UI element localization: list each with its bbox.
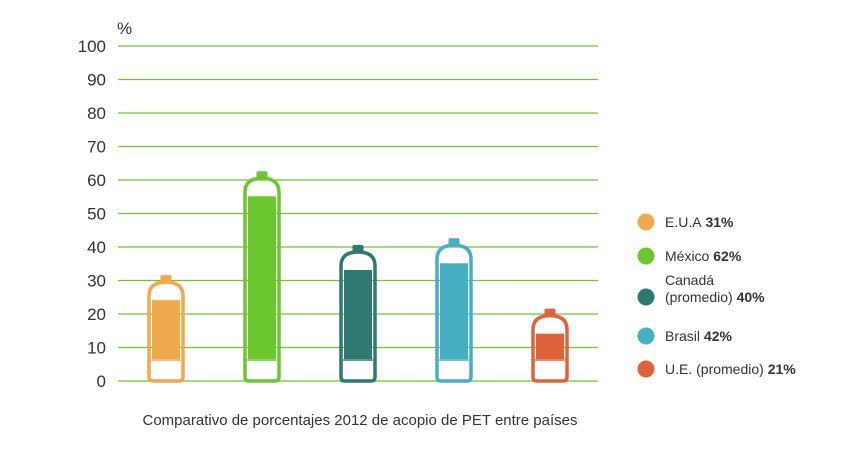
legend-label: Canadá bbox=[665, 272, 714, 288]
pet-bottle-icon bbox=[339, 245, 377, 383]
pet-bottle-icon bbox=[243, 171, 281, 383]
legend-swatch bbox=[637, 288, 655, 306]
y-tick-label: 100 bbox=[78, 37, 106, 56]
legend-item: E.U.A 31% bbox=[637, 213, 734, 231]
legend-value: 40% bbox=[733, 289, 765, 305]
legend-item: México 62% bbox=[637, 247, 742, 265]
legend-swatch bbox=[637, 213, 655, 231]
chart-caption: Comparativo de porcentajes 2012 de acopi… bbox=[142, 412, 578, 429]
legend-item: Canadá(promedio) 40% bbox=[637, 272, 765, 306]
bottle-highlight bbox=[250, 182, 259, 194]
y-tick-label: 80 bbox=[87, 104, 106, 123]
legend-swatch bbox=[637, 327, 655, 345]
y-tick-label: 10 bbox=[87, 339, 106, 358]
legend-item: Brasil 42% bbox=[637, 327, 732, 345]
bottle-cap bbox=[160, 275, 172, 283]
pet-bottle-icon bbox=[435, 238, 473, 383]
bar bbox=[344, 270, 372, 359]
bottle-outline bbox=[243, 176, 281, 383]
legend-value: 31% bbox=[702, 214, 734, 230]
legend-label: E.U.A 31% bbox=[665, 214, 734, 230]
bar bbox=[440, 263, 468, 359]
bottle-highlight bbox=[538, 319, 547, 331]
bottle-outline bbox=[531, 313, 569, 383]
legend-label: México 62% bbox=[665, 248, 742, 264]
bottle-highlight bbox=[154, 286, 163, 298]
legend-swatch bbox=[637, 360, 655, 378]
y-tick-label: 0 bbox=[97, 372, 106, 391]
bottles bbox=[147, 171, 569, 383]
y-tick-label: 70 bbox=[87, 138, 106, 157]
legend: E.U.A 31% México 62% Canadá(promedio) 40% B… bbox=[637, 213, 796, 378]
y-axis-ticks: 0 10 20 30 40 50 60 70 80 90 100 bbox=[78, 37, 106, 391]
bottle-cap bbox=[256, 171, 268, 179]
y-tick-label: 50 bbox=[87, 205, 106, 224]
bottle-highlight bbox=[442, 249, 451, 261]
legend-item: U.E. (promedio) 21% bbox=[637, 360, 796, 378]
bar bbox=[536, 333, 564, 359]
pet-bottle-icon bbox=[147, 275, 185, 383]
bottle-outline bbox=[339, 250, 377, 383]
bar bbox=[152, 300, 180, 359]
y-tick-label: 40 bbox=[87, 238, 106, 257]
y-axis-label: % bbox=[117, 19, 132, 38]
bottle-outline bbox=[435, 243, 473, 383]
bottle-cap bbox=[448, 238, 460, 246]
y-tick-label: 20 bbox=[87, 305, 106, 324]
legend-label: Brasil 42% bbox=[665, 328, 732, 344]
bar bbox=[248, 196, 276, 359]
y-tick-label: 60 bbox=[87, 171, 106, 190]
legend-label: (promedio) 40% bbox=[665, 289, 765, 305]
pet-bottle-icon bbox=[531, 308, 569, 383]
y-tick-label: 30 bbox=[87, 272, 106, 291]
bottle-highlight bbox=[346, 256, 355, 268]
bottle-cap bbox=[352, 245, 364, 252]
legend-value: 21% bbox=[764, 361, 796, 377]
legend-label: U.E. (promedio) 21% bbox=[665, 361, 796, 377]
bottle-outline bbox=[147, 280, 185, 383]
legend-value: 62% bbox=[709, 248, 741, 264]
legend-swatch bbox=[637, 247, 655, 265]
y-tick-label: 90 bbox=[87, 71, 106, 90]
legend-value: 42% bbox=[700, 328, 732, 344]
bottle-cap bbox=[544, 308, 556, 316]
